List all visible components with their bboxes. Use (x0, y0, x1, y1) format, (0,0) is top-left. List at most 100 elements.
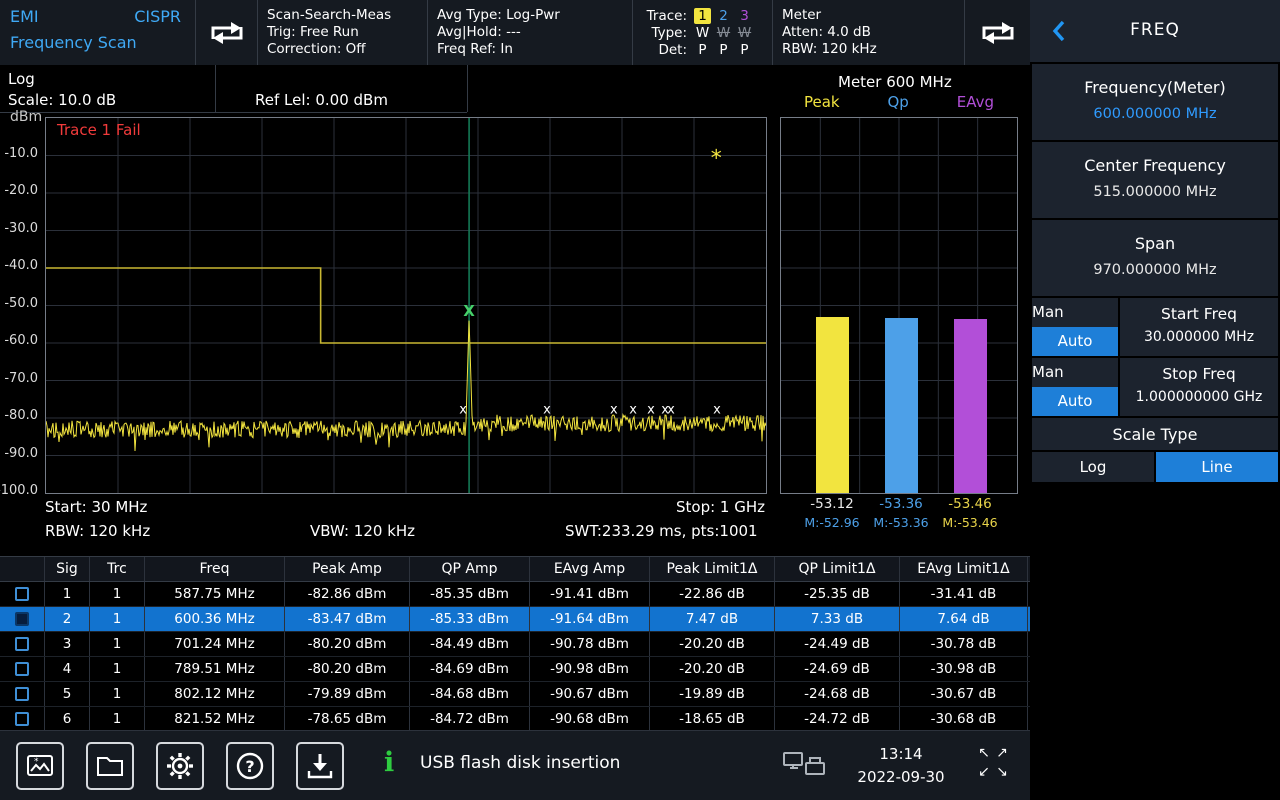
average-status-section: Avg Type: Log-Pwr Avg|Hold: --- Freq Ref… (428, 0, 633, 65)
table-row[interactable]: 5 1 802.12 MHz -79.89 dBm -84.68 dBm -90.67 d… (0, 682, 1030, 707)
menu-start-freq[interactable]: Man Auto Start Freq 30.000000 MHz (1032, 298, 1278, 356)
rbw-label: RBW: 120 kHz (782, 41, 877, 57)
man-option[interactable]: Man (1032, 363, 1064, 381)
stop-freq-field[interactable]: Stop Freq 1.000000000 GHz (1120, 358, 1278, 416)
svg-text:?: ? (245, 757, 254, 776)
file-manager-button[interactable] (86, 742, 134, 790)
atten-label: Atten: 4.0 dB (782, 24, 871, 40)
menu-center-frequency[interactable]: Center Frequency 515.000000 MHz (1032, 142, 1278, 218)
menu-frequency-meter[interactable]: Frequency(Meter) 600.000000 MHz (1032, 64, 1278, 140)
stop-freq-man-auto-toggle[interactable]: Man Auto (1032, 358, 1118, 416)
standard-label: CISPR (134, 7, 181, 26)
svg-text:X: X (463, 302, 475, 320)
divider (467, 65, 468, 112)
date-label: 2022-09-30 (857, 768, 945, 786)
det-label: Det: (658, 41, 687, 58)
start-freq-man-auto-toggle[interactable]: Man Auto (1032, 298, 1118, 356)
status-message: USB flash disk insertion (420, 753, 621, 773)
trigger-label: Trig: Free Run (267, 24, 359, 40)
table-row[interactable]: 3 1 701.24 MHz -80.20 dBm -84.49 dBm -90.78 d… (0, 632, 1030, 657)
screenshot-button[interactable]: * (16, 742, 64, 790)
trace-label: Trace: (646, 7, 687, 24)
start-freq-field[interactable]: Start Freq 30.000000 MHz (1120, 298, 1278, 356)
trace-2-det: P (719, 41, 728, 58)
row-checkbox[interactable] (15, 662, 29, 676)
sweep-loop-icon (211, 21, 242, 44)
spectrum-chart-region: Log Scale: 10.0 dB Ref Lel: 0.00 dBm Met… (0, 65, 1030, 556)
screen-title: Frequency Scan (10, 33, 137, 52)
y-tick-label: -50.0 (4, 295, 38, 311)
meter-title-label: Meter 600 MHz (838, 73, 952, 91)
correction-label: Correction: Off (267, 41, 366, 57)
help-icon: ? (236, 752, 264, 780)
divider (0, 112, 467, 113)
auto-option-active[interactable]: Auto (1032, 327, 1118, 356)
col-qp-amp: QP Amp (410, 557, 530, 581)
trace-1-indicator[interactable]: 1 (694, 7, 711, 24)
menu-span[interactable]: Span 970.000000 MHz (1032, 220, 1278, 296)
save-button[interactable] (296, 742, 344, 790)
trace-3-indicator[interactable]: 3 (740, 7, 749, 24)
y-tick-label: -90.0 (4, 445, 38, 461)
mode-label: EMI (10, 7, 39, 26)
row-checkbox[interactable] (15, 687, 29, 701)
trace-2-indicator[interactable]: 2 (719, 7, 728, 24)
settings-button[interactable] (156, 742, 204, 790)
bottom-toolbar: * ? (0, 730, 1030, 800)
auto-option-active[interactable]: Auto (1032, 387, 1118, 416)
meter-label: Meter (782, 7, 822, 23)
divider (215, 65, 216, 112)
back-chevron-icon[interactable] (1050, 18, 1068, 44)
y-tick-label: -20.0 (4, 183, 38, 198)
scale-type-label: Scale Type (1032, 418, 1278, 450)
man-option[interactable]: Man (1032, 303, 1064, 321)
gear-icon (167, 753, 193, 779)
svg-text:x: x (661, 403, 669, 418)
row-checkbox[interactable] (15, 612, 29, 626)
col-freq: Freq (145, 557, 285, 581)
download-icon (307, 754, 333, 779)
scale-line-option-active[interactable]: Line (1156, 452, 1278, 482)
y-tick-label: -60.0 (4, 333, 38, 348)
svg-text:x: x (459, 403, 467, 418)
row-checkbox[interactable] (15, 637, 29, 651)
row-checkbox[interactable] (15, 587, 29, 601)
col-peak-limit: Peak Limit1Δ (650, 557, 775, 581)
signal-table-body: 1 1 587.75 MHz -82.86 dBm -85.35 dBm -91.41 d… (0, 582, 1030, 730)
sidebar-header: FREQ (1030, 0, 1280, 62)
legend-qp: Qp (887, 93, 909, 111)
scale-log-option[interactable]: Log (1032, 452, 1154, 482)
menu-stop-freq[interactable]: Man Auto Stop Freq 1.000000000 GHz (1032, 358, 1278, 416)
continuous-sweep-button[interactable] (196, 0, 258, 65)
type-label: Type: (651, 24, 687, 41)
y-tick-label: -80.0 (4, 408, 38, 423)
trace-2-type: W (716, 24, 731, 41)
help-button[interactable]: ? (226, 742, 274, 790)
spectrum-plot[interactable]: x x x x x x x x X * (45, 117, 767, 494)
peak-meter-bar (816, 317, 849, 493)
signal-table-header: Sig Trc Freq Peak Amp QP Amp EAvg Amp Pe… (0, 556, 1030, 582)
svg-text:x: x (667, 403, 675, 418)
table-row[interactable]: 4 1 789.51 MHz -80.20 dBm -84.69 dBm -90.98 d… (0, 657, 1030, 682)
svg-text:x: x (713, 403, 721, 418)
legend-eavg: EAvg (956, 93, 995, 111)
meter-status-section: Meter Atten: 4.0 dB RBW: 120 kHz (773, 0, 965, 65)
mode-section[interactable]: EMI CISPR Frequency Scan (0, 0, 196, 65)
y-axis-ticks: -10.0 -20.0 -30.0 -40.0 -50.0 -60.0 -70.0 -80.0… (0, 117, 40, 499)
scan-mode-label: Scan-Search-Meas (267, 7, 392, 23)
resize-arrows-icon[interactable]: ↖ ↗ ↙ ↘ (978, 745, 1008, 780)
table-row[interactable]: 2 1 600.36 MHz -83.47 dBm -85.33 dBm -91.64 d… (0, 607, 1030, 632)
y-tick-label: -10.0 (4, 145, 38, 161)
meter-legend: Peak Qp EAvg (780, 93, 1018, 111)
trace-status-section[interactable]: Trace: 1 2 3 Type: W W W Det: P P P (633, 0, 773, 65)
eavg-meter-bar (954, 318, 987, 493)
meter-sweep-button[interactable] (965, 0, 1030, 65)
eavg-meter-readout: -53.46 M:-53.46 (942, 496, 998, 530)
row-checkbox[interactable] (15, 712, 29, 726)
table-row[interactable]: 1 1 587.75 MHz -82.86 dBm -85.35 dBm -91.41 d… (0, 582, 1030, 607)
menu-scale-type: Scale Type Log Line (1032, 418, 1278, 482)
col-trc: Trc (90, 557, 145, 581)
avg-hold-label: Avg|Hold: --- (437, 24, 521, 40)
table-row[interactable]: 6 1 821.52 MHz -78.65 dBm -84.72 dBm -90.68 d… (0, 707, 1030, 730)
